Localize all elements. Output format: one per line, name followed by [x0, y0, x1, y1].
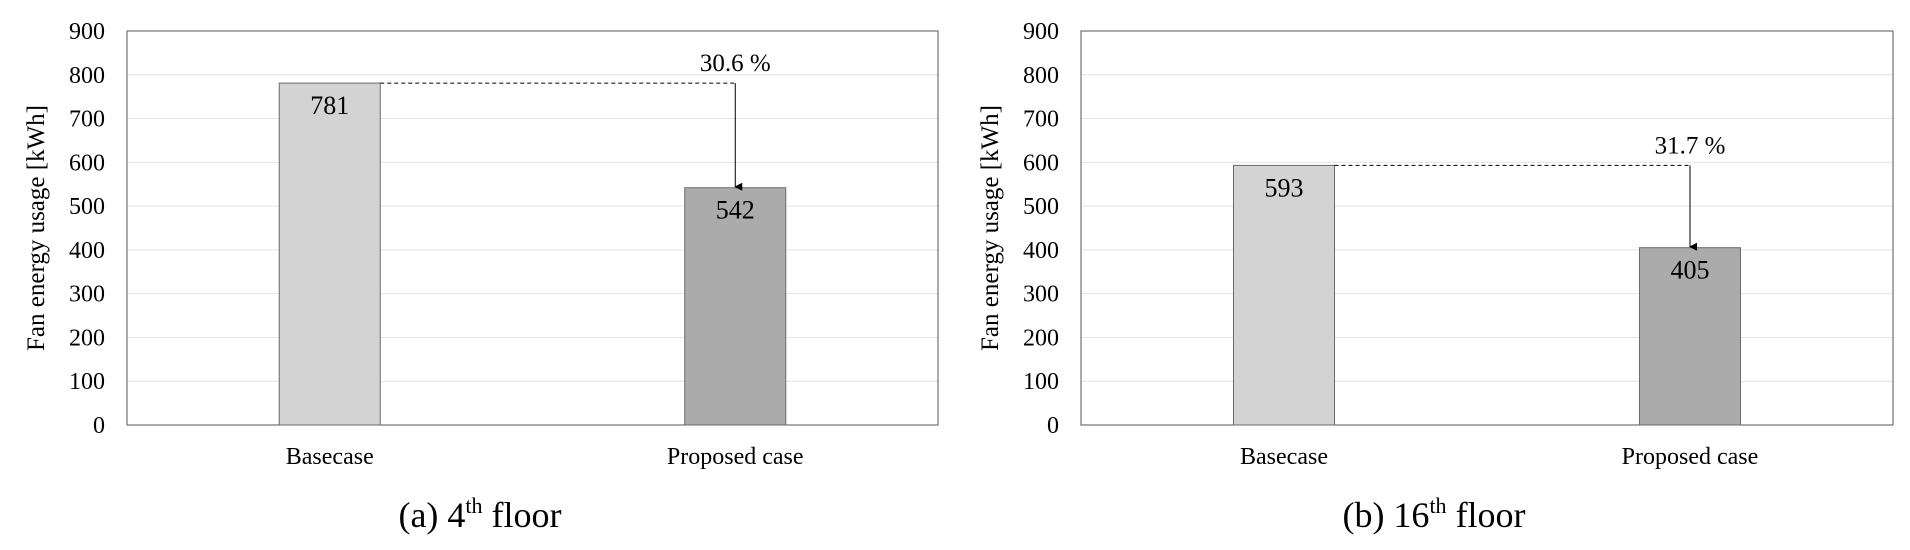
y-tick-label: 900 [69, 19, 105, 45]
y-tick-label: 0 [93, 413, 105, 439]
caption-prefix: (a) 4 [398, 495, 465, 535]
chart-panel-2: 0 100 200 300 400 500 600 700 800 900 Fan energy u… [977, 19, 1894, 535]
plot-area-border [126, 30, 939, 426]
y-tick-label: 0 [1047, 413, 1059, 439]
reduction-percent-label: 31.7 % [1655, 132, 1726, 159]
y-tick-label: 300 [69, 282, 105, 308]
y-axis-label: Fan energy usage [kWh] [23, 105, 50, 351]
chart-panel-1: 0 100 200 300 400 500 600 700 800 900 Fan energy u… [23, 19, 939, 535]
caption-superscript: th [1429, 493, 1446, 518]
bar [684, 187, 787, 426]
bar [1233, 164, 1335, 426]
y-tick-label: 800 [69, 63, 105, 89]
bar-data-label: 405 [1671, 256, 1710, 285]
bar [278, 82, 381, 426]
caption-superscript: th [465, 493, 482, 518]
y-tick-label: 900 [1023, 19, 1059, 45]
reduction-percent-label: 30.6 % [700, 50, 771, 77]
caption-suffix: floor [1447, 495, 1526, 535]
bar-data-label: 542 [716, 196, 755, 225]
y-tick-label: 500 [1023, 194, 1059, 220]
plot-area-border [1080, 30, 1894, 426]
y-tick-label: 400 [69, 238, 105, 264]
x-category-label: Basecase [286, 444, 374, 470]
caption-prefix: (b) 16 [1342, 495, 1429, 535]
y-tick-label: 400 [1023, 238, 1059, 264]
y-axis-label: Fan energy usage [kWh] [977, 105, 1004, 351]
panel-caption: (b) 16th floor [1342, 493, 1525, 535]
panel-caption: (a) 4th floor [398, 493, 561, 535]
y-tick-label: 800 [1023, 63, 1059, 89]
y-tick-label: 600 [69, 150, 105, 176]
y-tick-label: 200 [69, 325, 105, 351]
x-category-label: Proposed case [1622, 444, 1759, 470]
y-tick-label: 600 [1023, 150, 1059, 176]
y-tick-label: 700 [69, 107, 105, 133]
caption-suffix: floor [483, 495, 562, 535]
y-tick-label: 100 [1023, 369, 1059, 395]
y-tick-label: 200 [1023, 325, 1059, 351]
bar-data-label: 593 [1265, 173, 1304, 202]
y-tick-label: 100 [69, 369, 105, 395]
bar-data-label: 781 [310, 91, 349, 120]
y-tick-label: 500 [69, 194, 105, 220]
x-category-label: Proposed case [667, 444, 804, 470]
y-tick-label: 300 [1023, 282, 1059, 308]
x-category-label: Basecase [1240, 444, 1328, 470]
bar [1639, 247, 1741, 426]
y-tick-label: 700 [1023, 107, 1059, 133]
